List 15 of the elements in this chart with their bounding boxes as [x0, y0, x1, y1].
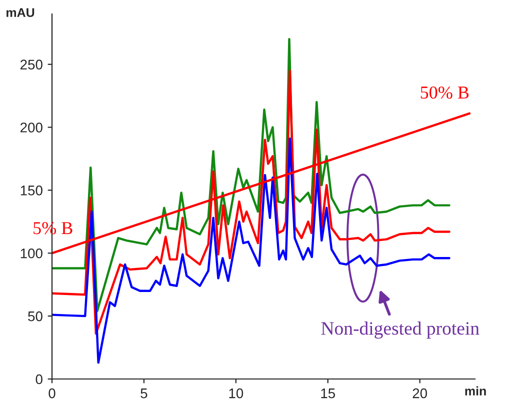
annotation: Non-digested protein: [321, 322, 480, 339]
y-tick-label: 200: [20, 122, 42, 132]
x-axis-title: min: [465, 386, 486, 396]
x-tick-label: 20: [412, 388, 428, 398]
y-tick-label: 250: [20, 60, 42, 70]
y-tick-label: 0: [36, 374, 42, 384]
x-tick-label: 5: [140, 388, 148, 398]
x-tick-label: 15: [321, 388, 336, 398]
y-tick-label: 100: [20, 248, 42, 258]
annotation: 50% B: [420, 86, 469, 99]
y-axis-title: mAU: [6, 8, 34, 18]
x-tick-label: 10: [229, 388, 244, 398]
y-tick-label: 150: [20, 186, 42, 196]
x-tick-label: 0: [48, 388, 56, 398]
y-tick-label: 50: [28, 311, 42, 322]
